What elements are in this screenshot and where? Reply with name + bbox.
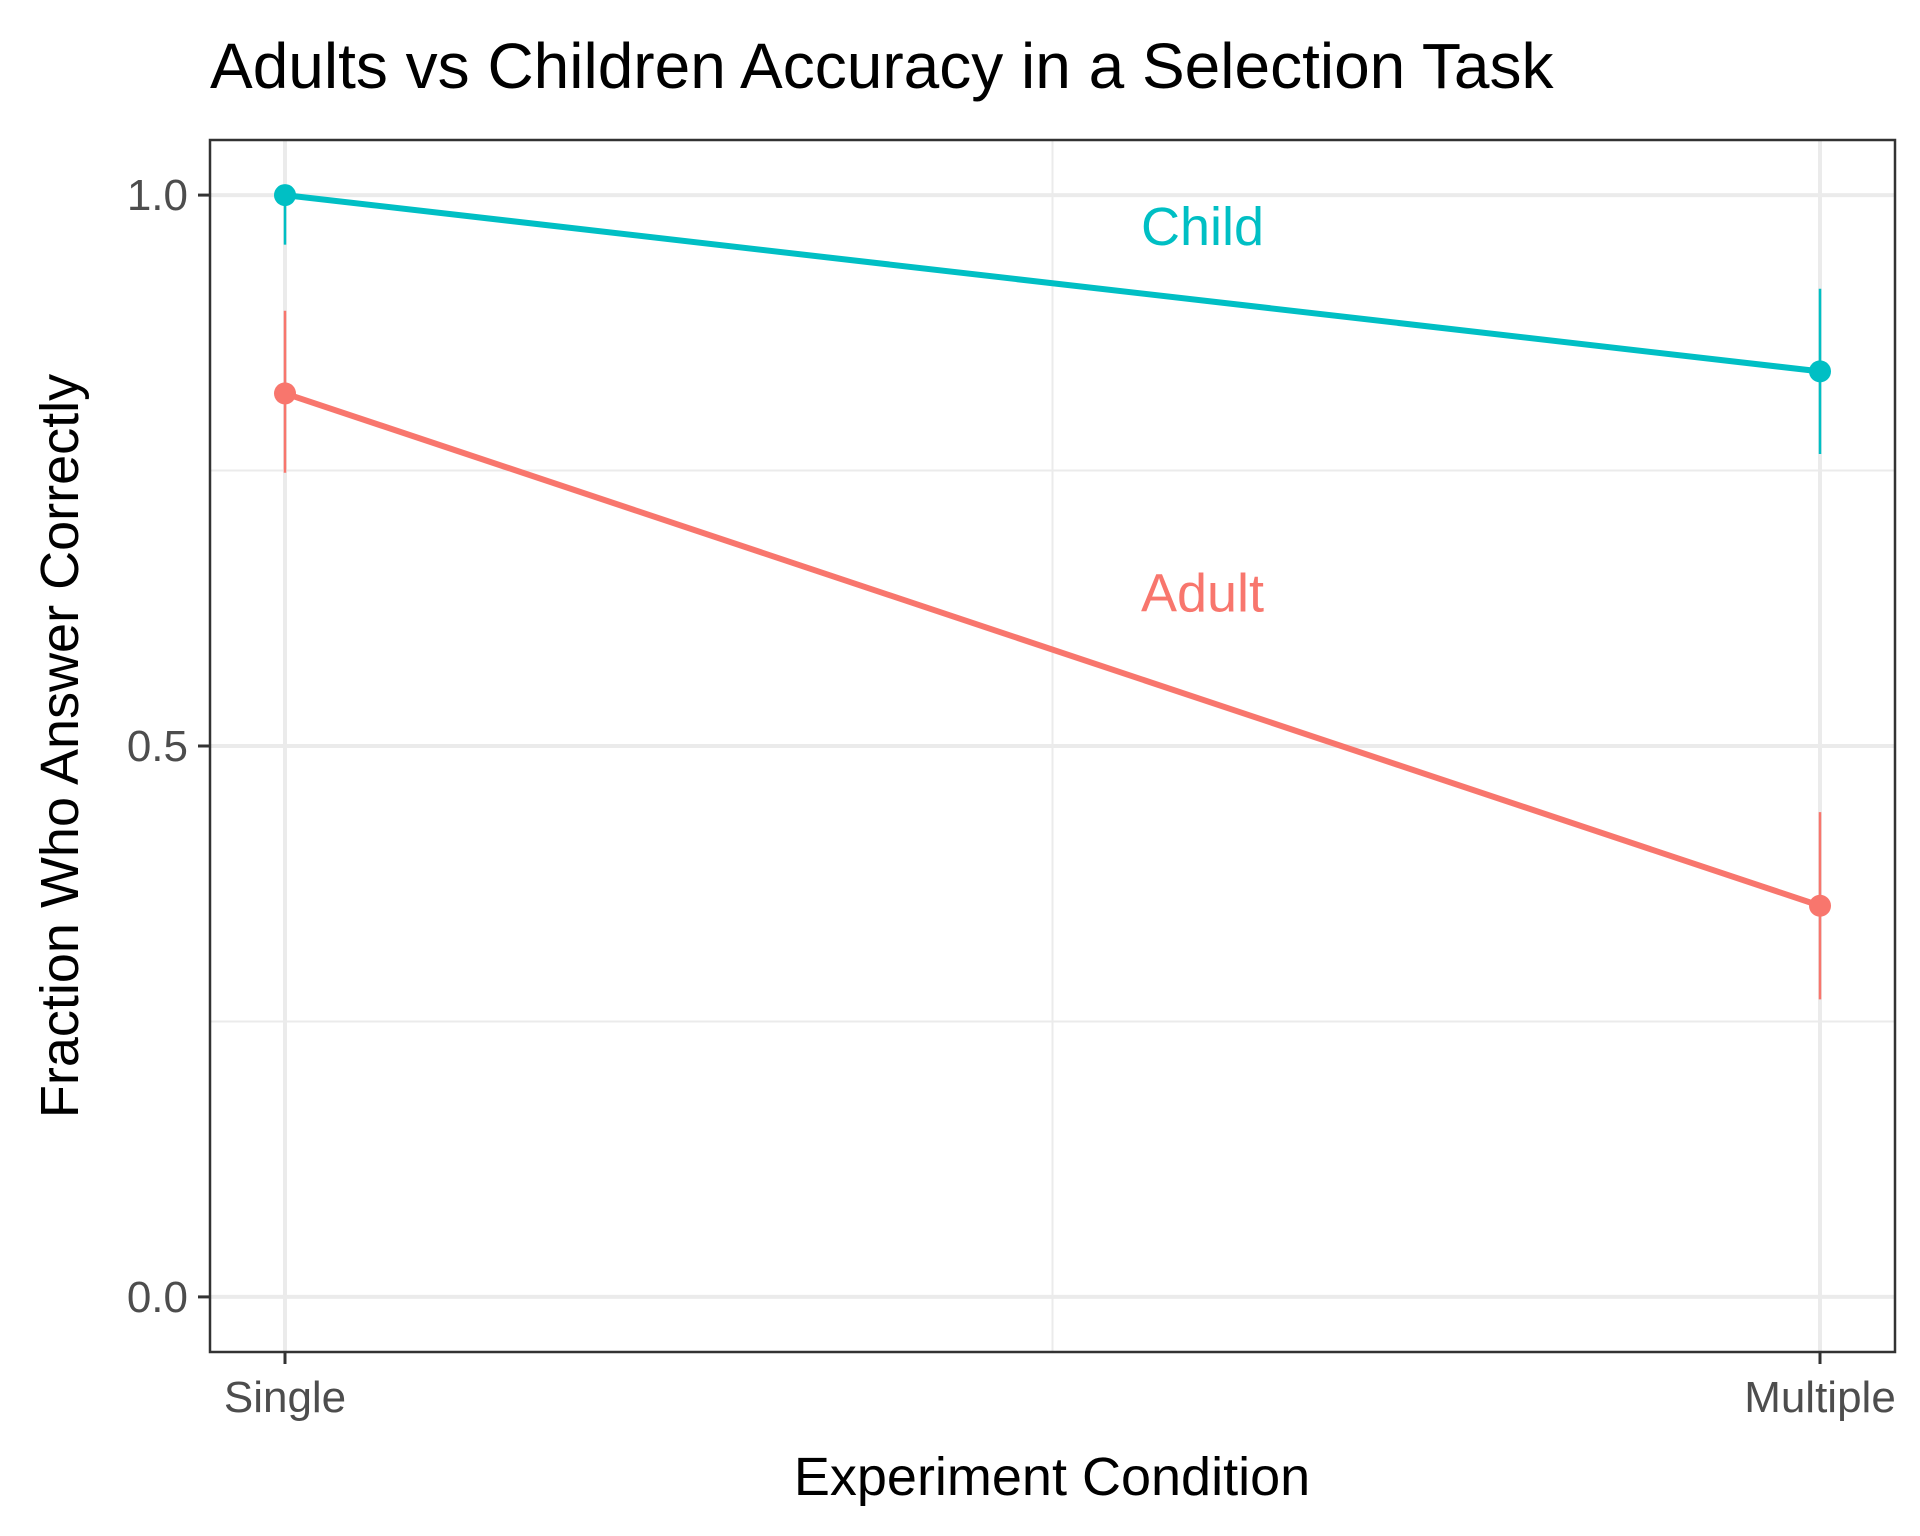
data-point [274, 184, 296, 207]
grid [210, 140, 1895, 1352]
x-tick-label: Multiple [1744, 1373, 1896, 1422]
y-tick-label: 1.0 [127, 171, 188, 220]
data-point [274, 382, 296, 405]
series-label: Adult [1141, 564, 1264, 624]
x-axis-title: Experiment Condition [794, 1447, 1310, 1507]
series-child: Child [274, 184, 1831, 455]
data-point [1809, 360, 1831, 383]
series-line [284, 192, 1821, 375]
data-point [1809, 894, 1831, 917]
series-adult: Adult [274, 310, 1831, 1000]
y-tick-label: 0.5 [127, 722, 188, 771]
series-layer: Child Adult [274, 184, 1831, 1000]
x-tick-label: Single [224, 1373, 346, 1422]
series-line [284, 390, 1821, 909]
y-tick-label: 0.0 [127, 1273, 188, 1322]
axes: 0.0 0.5 1.0 Single Multiple [127, 171, 1896, 1422]
chart-title: Adults vs Children Accuracy in a Selecti… [210, 30, 1554, 102]
y-axis-title: Fraction Who Answer Correctly [30, 374, 90, 1118]
series-label: Child [1141, 197, 1264, 257]
